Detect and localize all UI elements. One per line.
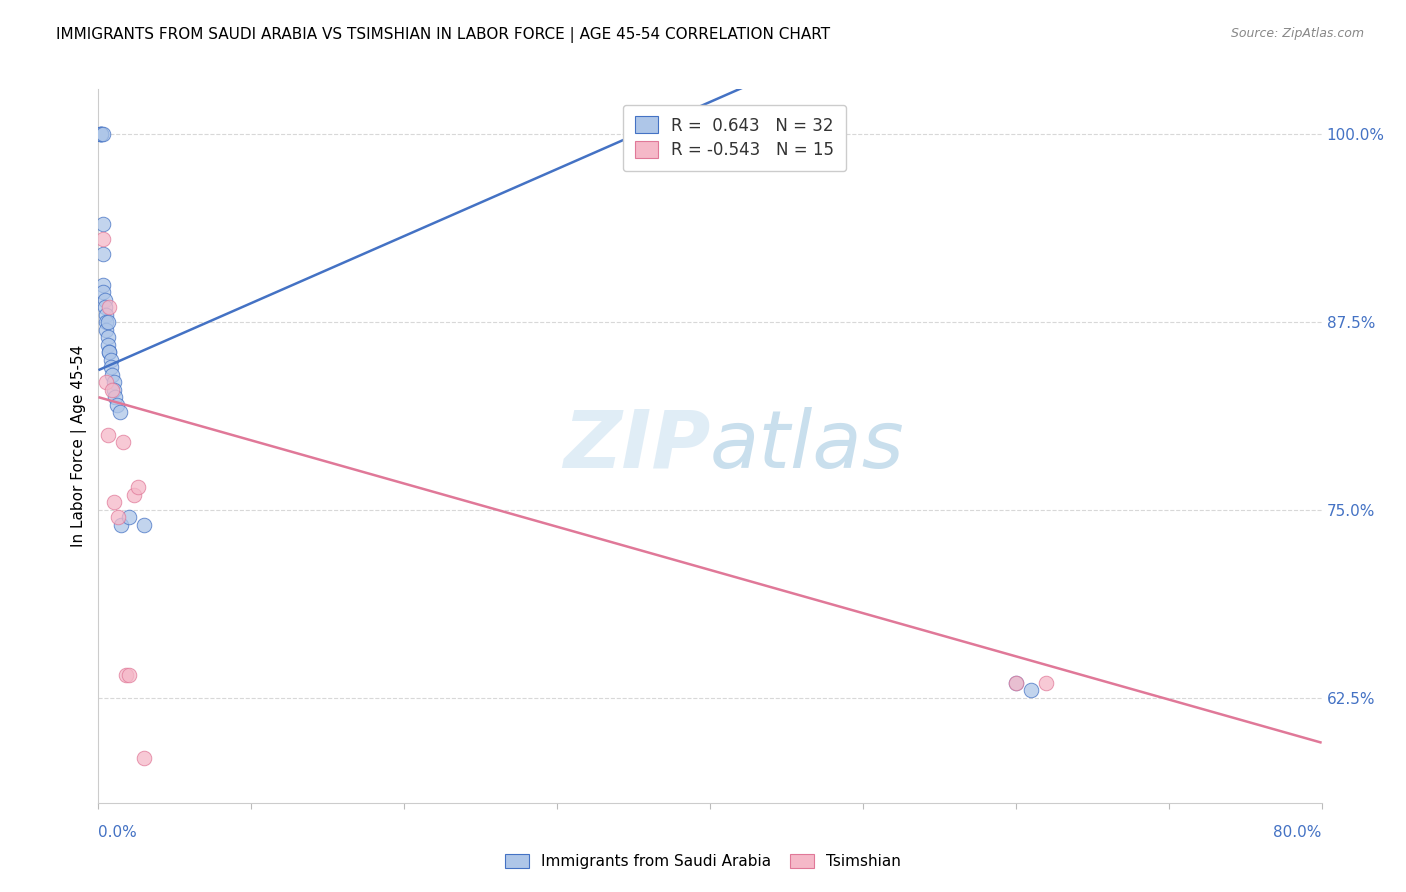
Point — [103, 383, 125, 397]
Point — [1019, 683, 1042, 698]
Point — [122, 488, 145, 502]
Point — [101, 383, 124, 397]
Point — [91, 232, 114, 246]
Point — [93, 293, 115, 307]
Text: IMMIGRANTS FROM SAUDI ARABIA VS TSIMSHIAN IN LABOR FORCE | AGE 45-54 CORRELATION: IMMIGRANTS FROM SAUDI ARABIA VS TSIMSHIA… — [56, 27, 831, 43]
Point — [97, 337, 120, 351]
Point — [98, 300, 121, 314]
Text: ZIP: ZIP — [562, 407, 710, 485]
Point — [91, 285, 114, 299]
Point — [91, 277, 114, 292]
Point — [91, 247, 114, 261]
Point — [110, 517, 132, 532]
Point — [115, 668, 138, 682]
Point — [127, 480, 149, 494]
Legend: Immigrants from Saudi Arabia, Tsimshian: Immigrants from Saudi Arabia, Tsimshian — [499, 847, 907, 875]
Text: atlas: atlas — [710, 407, 905, 485]
Text: 80.0%: 80.0% — [1274, 825, 1322, 840]
Point — [103, 375, 125, 389]
Point — [90, 128, 112, 142]
Point — [118, 668, 141, 682]
Point — [108, 405, 131, 419]
Point — [94, 315, 117, 329]
Point — [101, 368, 124, 382]
Point — [90, 128, 112, 142]
Point — [90, 128, 112, 142]
Point — [1004, 675, 1026, 690]
Point — [97, 330, 120, 344]
Point — [98, 345, 121, 359]
Point — [94, 322, 117, 336]
Point — [98, 345, 121, 359]
Point — [107, 510, 129, 524]
Point — [91, 128, 114, 142]
Point — [100, 360, 122, 375]
Point — [105, 398, 128, 412]
Point — [93, 300, 115, 314]
Text: 0.0%: 0.0% — [98, 825, 138, 840]
Text: Source: ZipAtlas.com: Source: ZipAtlas.com — [1230, 27, 1364, 40]
Point — [118, 510, 141, 524]
Point — [1004, 675, 1026, 690]
Point — [1035, 675, 1057, 690]
Point — [97, 315, 120, 329]
Point — [111, 435, 134, 450]
Y-axis label: In Labor Force | Age 45-54: In Labor Force | Age 45-54 — [72, 345, 87, 547]
Point — [97, 427, 120, 442]
Point — [103, 495, 125, 509]
Point — [134, 750, 156, 764]
Point — [134, 517, 156, 532]
Legend: R =  0.643   N = 32, R = -0.543   N = 15: R = 0.643 N = 32, R = -0.543 N = 15 — [623, 104, 846, 171]
Point — [104, 390, 127, 404]
Point — [94, 375, 117, 389]
Point — [89, 128, 111, 142]
Point — [94, 308, 117, 322]
Point — [100, 352, 122, 367]
Point — [91, 218, 114, 232]
